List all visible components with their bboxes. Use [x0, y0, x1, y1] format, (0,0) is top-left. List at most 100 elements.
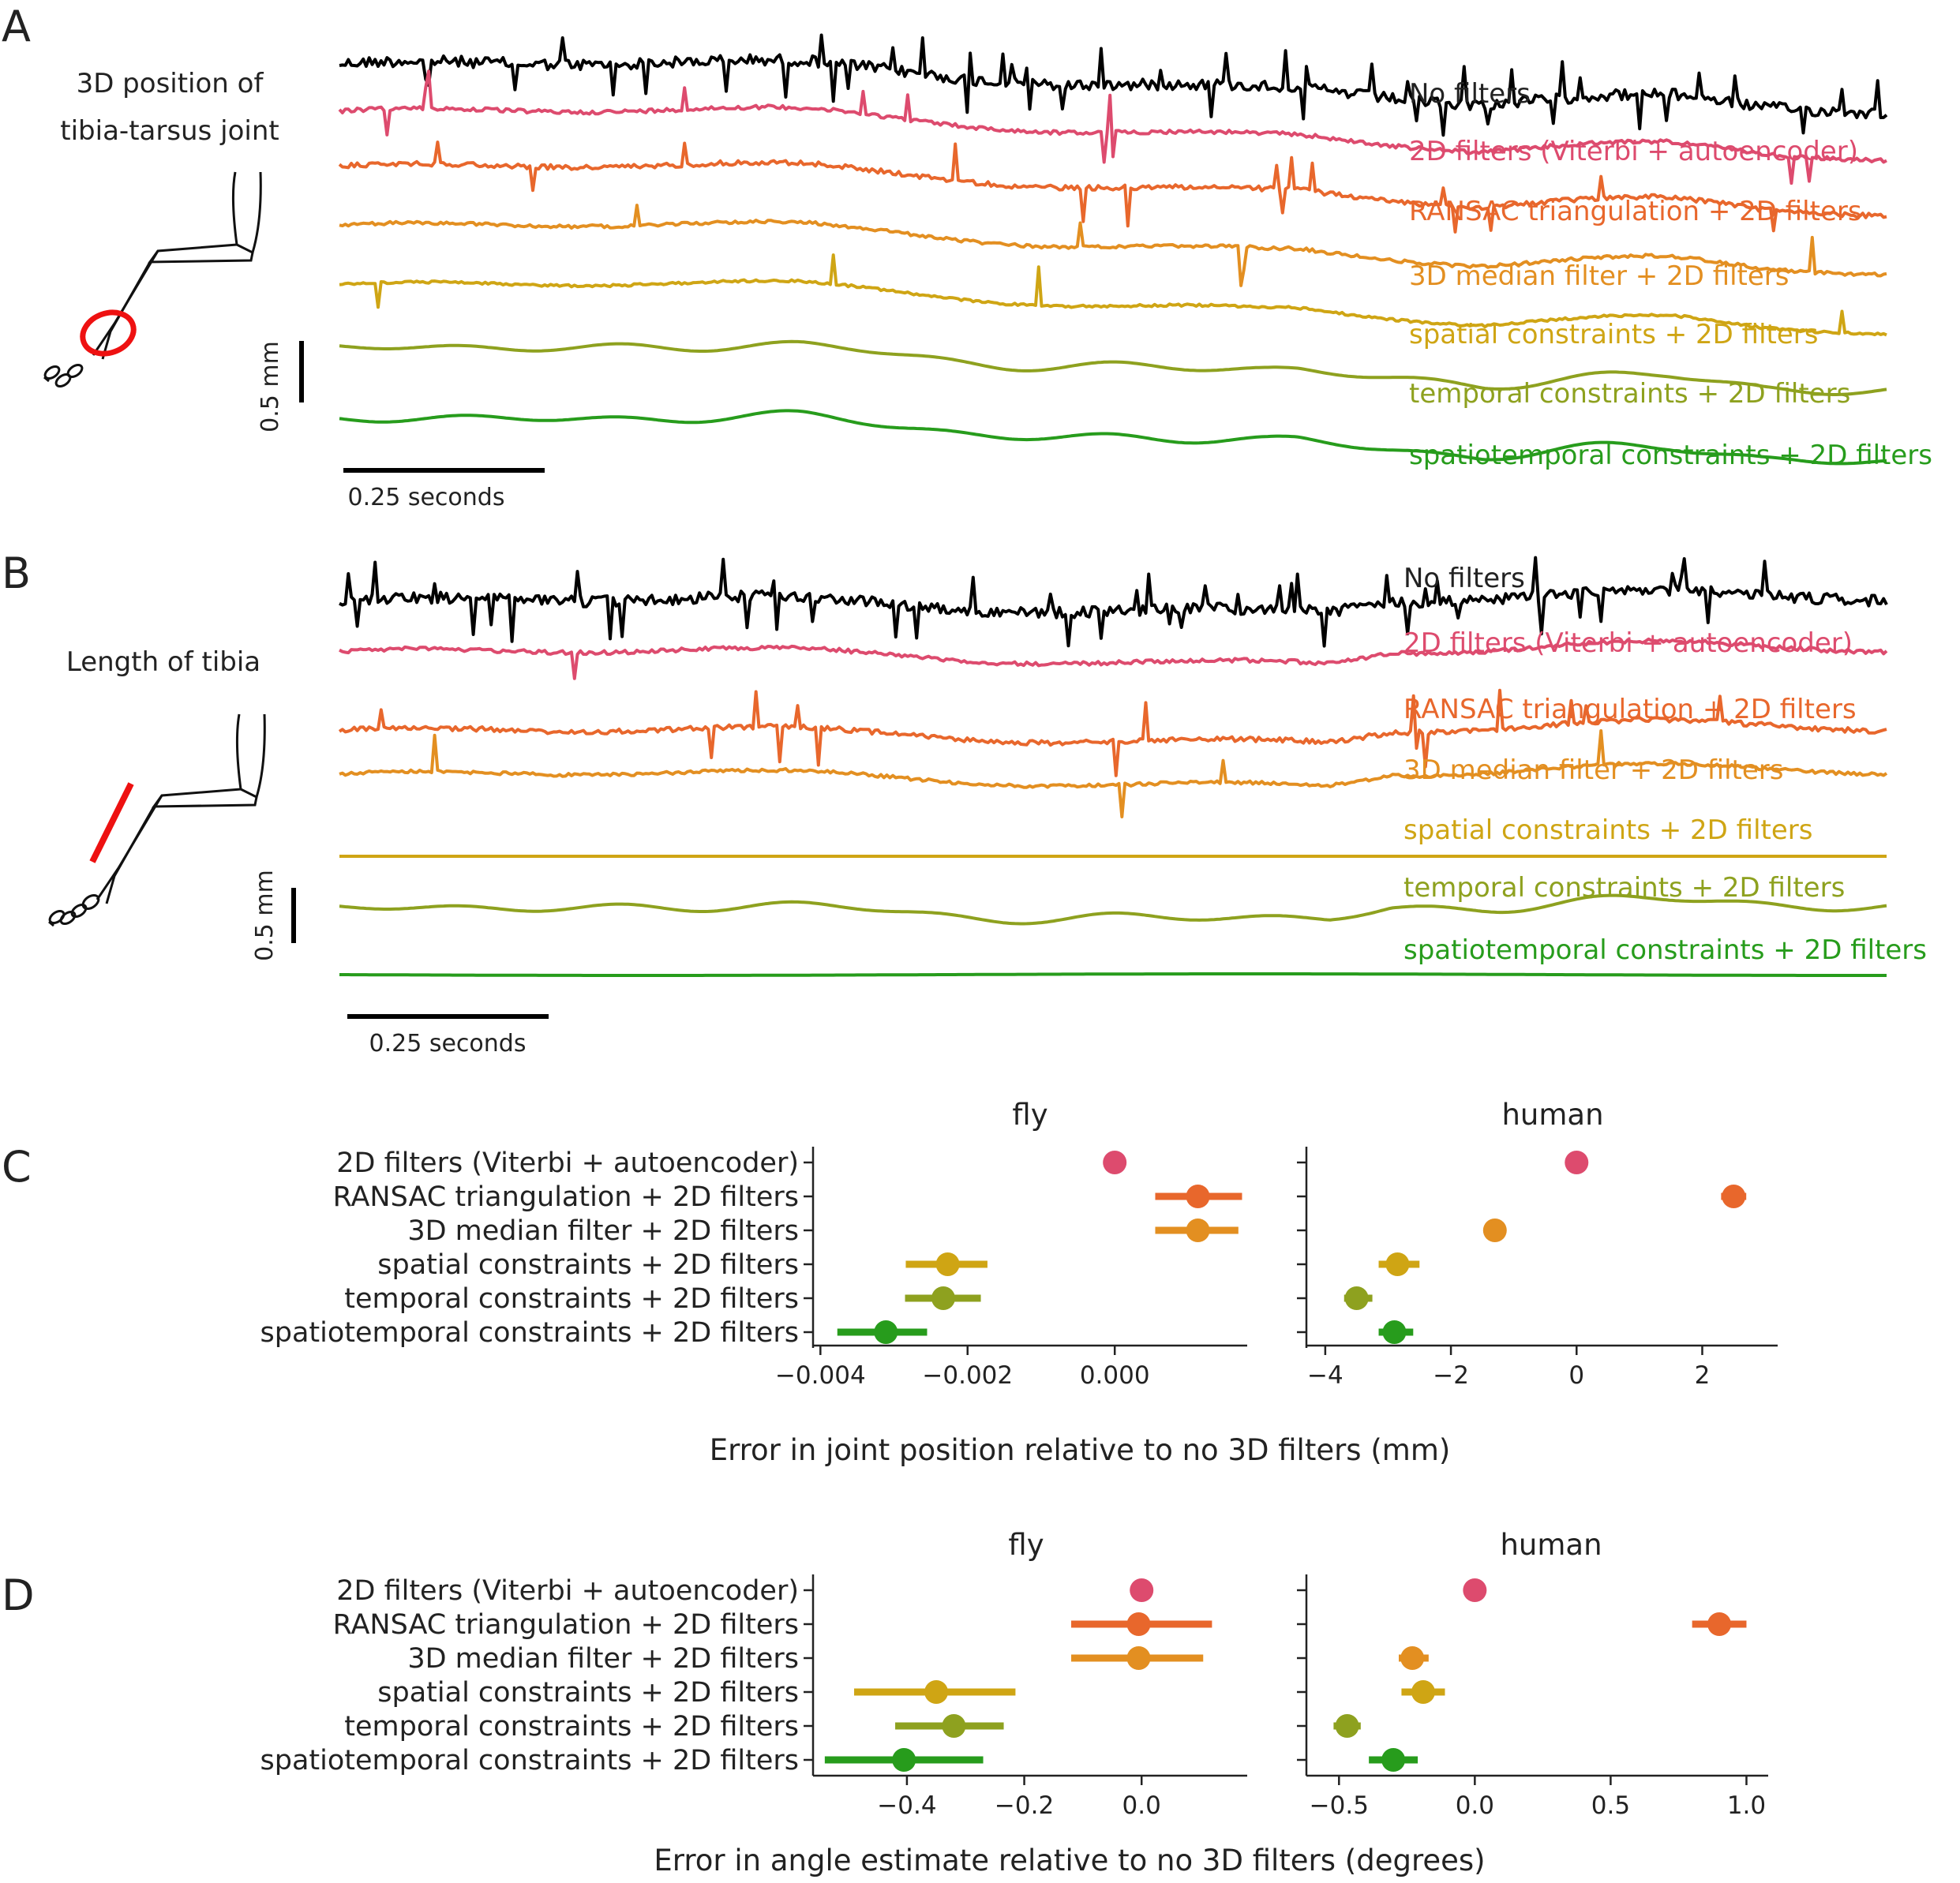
- x-tick-label: −0.5: [1310, 1791, 1369, 1820]
- data-point: [1186, 1219, 1210, 1242]
- panel-d-left-title: fly: [1008, 1528, 1044, 1562]
- data-point: [1463, 1578, 1487, 1602]
- panel-b-trace-label-4: spatial constraints + 2D filters: [1403, 814, 1812, 846]
- panel-b-scale-x-label: 0.25 seconds: [369, 1030, 527, 1058]
- category-label: 3D median filter + 2D filters: [407, 1215, 799, 1247]
- panel-b-title: Length of tibia: [66, 646, 260, 678]
- category-label: temporal constraints + 2D filters: [344, 1283, 799, 1315]
- x-tick-label: −2: [1433, 1361, 1469, 1390]
- trace-ransac: [338, 688, 1887, 777]
- data-point: [874, 1320, 898, 1344]
- x-tick-label: −0.4: [877, 1791, 936, 1820]
- panel-c: C fly human 2D filters (Viterbi + autoen…: [2, 1098, 1778, 1467]
- x-tick-label: 0.0: [1122, 1791, 1161, 1820]
- category-label: 3D median filter + 2D filters: [407, 1643, 799, 1675]
- data-point: [1344, 1286, 1369, 1310]
- category-label: spatiotemporal constraints + 2D filters: [260, 1745, 800, 1776]
- data-point: [1722, 1185, 1746, 1208]
- panel-d-letter: D: [2, 1570, 35, 1620]
- data-point: [1385, 1252, 1410, 1276]
- data-point: [931, 1286, 955, 1310]
- panel-a-scale-x-label: 0.25 seconds: [348, 484, 505, 511]
- x-tick-label: 1.0: [1727, 1791, 1766, 1820]
- trace-viterbi: [339, 637, 1888, 680]
- panel-b-trace-label-1: 2D filters (Viterbi + autoencoder): [1403, 627, 1853, 659]
- chart-c-human: −4 −2 0 2: [1297, 1147, 1778, 1390]
- trace-spatiotemporal: [339, 972, 1887, 977]
- joint-highlight-circle: [80, 309, 137, 357]
- data-point: [892, 1748, 916, 1772]
- panel-b-trace-label-2: RANSAC triangulation + 2D filters: [1403, 694, 1857, 725]
- trace-spatiotemporal: [339, 409, 1887, 466]
- chart-d-human: −0.5 0.0 0.5 1.0: [1297, 1574, 1768, 1820]
- panel-b-traces: [338, 556, 1888, 977]
- panel-a-trace-label-6: spatiotemporal constraints + 2D filters: [1409, 440, 1932, 471]
- chart-d-fly: 2D filters (Viterbi + autoencoder)RANSAC…: [260, 1574, 1247, 1820]
- panel-a-trace-label-4: spatial constraints + 2D filters: [1409, 319, 1818, 350]
- data-point: [1126, 1646, 1151, 1670]
- data-point: [1707, 1612, 1732, 1636]
- category-label: RANSAC triangulation + 2D filters: [333, 1609, 799, 1641]
- panel-b-scale-y-label: 0.5 mm: [251, 870, 279, 961]
- trace-median: [339, 204, 1887, 287]
- category-label: spatial constraints + 2D filters: [377, 1249, 799, 1281]
- trace-ransac: [338, 140, 1887, 234]
- data-point: [942, 1714, 966, 1738]
- panel-a-trace-label-3: 3D median filter + 2D filters: [1409, 260, 1789, 292]
- panel-d-right-title: human: [1500, 1528, 1602, 1562]
- panel-a: A 3D position of tibia-tarsus joint 0.5 …: [2, 2, 1932, 511]
- panel-a-trace-label-5: temporal constraints + 2D filters: [1409, 378, 1850, 410]
- data-point: [1126, 1612, 1151, 1636]
- panel-b-trace-label-0: No filters: [1403, 563, 1525, 594]
- panel-b-trace-label-3: 3D median filter + 2D filters: [1403, 754, 1784, 786]
- data-point: [1381, 1748, 1406, 1772]
- x-tick-label: 2: [1695, 1361, 1711, 1390]
- x-tick-label: 0: [1568, 1361, 1584, 1390]
- panel-a-letter: A: [2, 2, 31, 51]
- category-label: spatiotemporal constraints + 2D filters: [260, 1317, 800, 1349]
- category-label: temporal constraints + 2D filters: [344, 1711, 799, 1743]
- x-tick-label: −0.2: [995, 1791, 1054, 1820]
- panel-b: B Length of tibia 0.5 mm 0.25 seconds No…: [2, 548, 1927, 1058]
- panel-a-traces: [338, 33, 1888, 466]
- x-tick-label: −0.004: [775, 1361, 866, 1390]
- leg-diagram-tibia: [48, 713, 266, 927]
- panel-d-xlabel: Error in angle estimate relative to no 3…: [654, 1844, 1485, 1877]
- panel-a-title-line2: tibia-tarsus joint: [60, 115, 279, 147]
- data-point: [935, 1252, 960, 1276]
- panel-b-trace-label-6: spatiotemporal constraints + 2D filters: [1403, 934, 1927, 966]
- panel-c-right-title: human: [1501, 1098, 1603, 1132]
- trace-spatial: [339, 253, 1887, 337]
- panel-a-trace-label-1: 2D filters (Viterbi + autoencoder): [1409, 136, 1858, 167]
- chart-c-fly: 2D filters (Viterbi + autoencoder)RANSAC…: [260, 1147, 1247, 1390]
- panel-b-letter: B: [2, 548, 31, 598]
- data-point: [1382, 1320, 1407, 1344]
- data-point: [924, 1680, 949, 1704]
- trace-median: [339, 729, 1888, 818]
- x-tick-label: 0.5: [1591, 1791, 1630, 1820]
- panel-a-trace-label-0: No filters: [1409, 78, 1531, 110]
- data-point: [1400, 1646, 1425, 1670]
- category-label: 2D filters (Viterbi + autoencoder): [336, 1147, 799, 1179]
- leg-diagram-joint: [43, 171, 262, 388]
- data-point: [1335, 1714, 1359, 1738]
- data-point: [1130, 1578, 1154, 1602]
- panel-a-title-line1: 3D position of: [77, 68, 264, 99]
- trace-no_filters: [339, 33, 1888, 137]
- panel-c-left-title: fly: [1012, 1098, 1047, 1132]
- data-point: [1411, 1680, 1435, 1704]
- x-tick-label: 0.0: [1456, 1791, 1494, 1820]
- tibia-highlight-line: [89, 782, 134, 863]
- trace-no_filters: [339, 556, 1888, 648]
- panel-b-trace-label-5: temporal constraints + 2D filters: [1403, 872, 1845, 904]
- trace-temporal: [339, 339, 1887, 396]
- x-tick-label: −4: [1307, 1361, 1344, 1390]
- category-label: spatial constraints + 2D filters: [377, 1677, 799, 1709]
- panel-d: D fly human 2D filters (Viterbi + autoen…: [2, 1528, 1768, 1877]
- x-tick-label: 0.000: [1080, 1361, 1150, 1390]
- data-point: [1482, 1219, 1507, 1242]
- panel-a-scale-y-label: 0.5 mm: [257, 341, 284, 432]
- panel-a-trace-label-2: RANSAC triangulation + 2D filters: [1409, 196, 1862, 227]
- data-point: [1565, 1151, 1589, 1174]
